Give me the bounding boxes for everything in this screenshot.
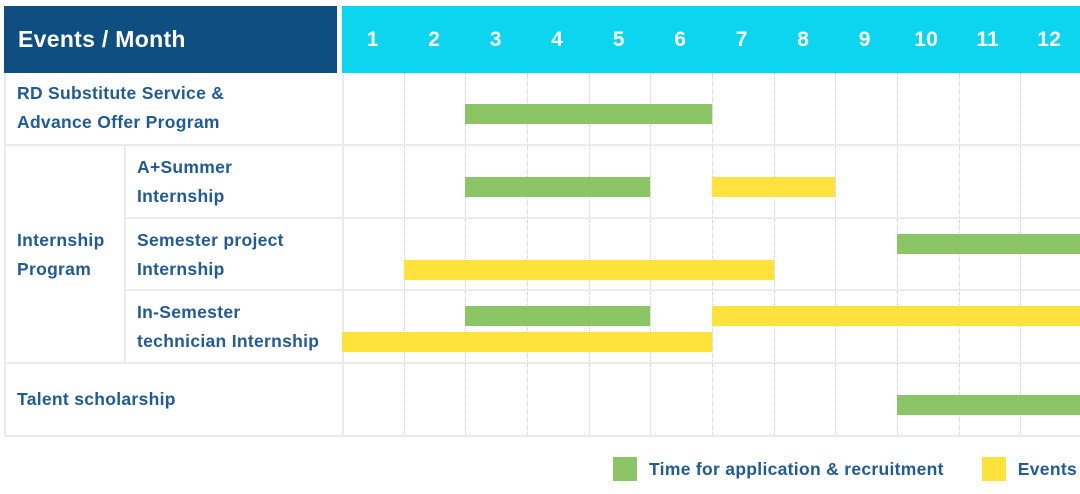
row-rd-substitute-advance-offer: RD Substitute Service & Advance Offer Pro… <box>6 73 1080 146</box>
legend-green-swatch-icon <box>613 457 637 481</box>
header-divider-gap <box>337 6 342 73</box>
month-header-3: 3 <box>489 27 502 51</box>
bar-a-plus-summer-internship-application-m3-m5 <box>465 176 651 197</box>
month-gridline-7 <box>712 73 713 437</box>
month-header-6: 6 <box>674 27 687 51</box>
bar-in-semester-technician-internship-application-m3-m5 <box>465 306 651 327</box>
legend-label-events: Events <box>1017 458 1077 479</box>
row-label-talent-scholarship: Talent scholarship <box>17 389 176 410</box>
month-gridline-9 <box>835 73 837 437</box>
row-talent-scholarship: Talent scholarship <box>6 364 1080 437</box>
row-label-a-plus-summer-internship: A+Summer Internship <box>137 157 233 207</box>
group-label-internship-program: Internship Program <box>6 145 126 365</box>
month-header-4: 4 <box>551 27 564 51</box>
row-semester-project-internship: Semester project Internship <box>6 219 1080 292</box>
month-gridline-2 <box>403 73 405 437</box>
row-in-semester-technician-internship: In-Semester technician Internship <box>6 291 1080 365</box>
month-gridline-8 <box>773 73 775 437</box>
row-a-plus-summer-internship: A+Summer Internship <box>6 146 1080 219</box>
month-gridline-12 <box>1020 73 1022 437</box>
month-header-row: 1 2 3 4 5 6 7 8 9 10 11 12 <box>342 6 1080 73</box>
month-header-2: 2 <box>428 27 441 51</box>
month-header-1: 1 <box>366 27 379 51</box>
bar-rd-substitute-advance-offer-application-m3-m6 <box>465 104 712 124</box>
bar-in-semester-technician-internship-event-m1-m6 <box>342 332 712 353</box>
row-divider <box>126 216 1080 219</box>
bar-in-semester-technician-internship-event-m7-m12 <box>712 306 1080 327</box>
legend-item-application: Time for application & recruitment <box>613 457 944 481</box>
month-gridline-11 <box>958 73 960 437</box>
events-month-header-cell: Events / Month <box>4 6 337 73</box>
row-label-semester-project-internship: Semester project Internship <box>137 229 284 279</box>
bar-a-plus-summer-internship-event-m7-m8 <box>712 176 836 197</box>
month-header-9: 9 <box>858 27 871 51</box>
month-gridline-10 <box>897 73 898 437</box>
bar-semester-project-internship-application-m10-m12 <box>897 233 1080 254</box>
month-header-7: 7 <box>735 27 748 51</box>
month-gridline-6 <box>650 73 652 437</box>
row-label-rd-substitute-advance-offer: RD Substitute Service & Advance Offer Pro… <box>17 83 225 133</box>
month-gridline-3 <box>465 73 467 437</box>
label-chart-divider <box>342 73 344 437</box>
bar-talent-scholarship-application-m10-m12 <box>897 395 1080 416</box>
legend: Time for application & recruitment Event… <box>613 457 1077 481</box>
month-gridline-5 <box>588 73 590 437</box>
legend-item-events: Events <box>981 457 1077 481</box>
row-label-in-semester-technician-internship: In-Semester technician Internship <box>137 301 320 351</box>
legend-yellow-swatch-icon <box>981 457 1006 481</box>
month-gridline-4 <box>527 73 528 437</box>
month-header-11: 11 <box>976 27 1000 51</box>
table-header: Events / Month 1 2 3 4 5 6 7 8 9 10 11 12 <box>4 6 1080 73</box>
row-divider <box>126 289 1080 292</box>
month-header-12: 12 <box>1037 27 1062 51</box>
bar-semester-project-internship-event-m2-m7 <box>403 259 774 280</box>
legend-label-application: Time for application & recruitment <box>649 458 944 479</box>
month-header-5: 5 <box>612 27 625 51</box>
month-header-8: 8 <box>797 27 810 51</box>
gantt-body: RD Substitute Service & Advance Offer Pro… <box>4 73 1080 437</box>
month-header-10: 10 <box>914 27 939 51</box>
